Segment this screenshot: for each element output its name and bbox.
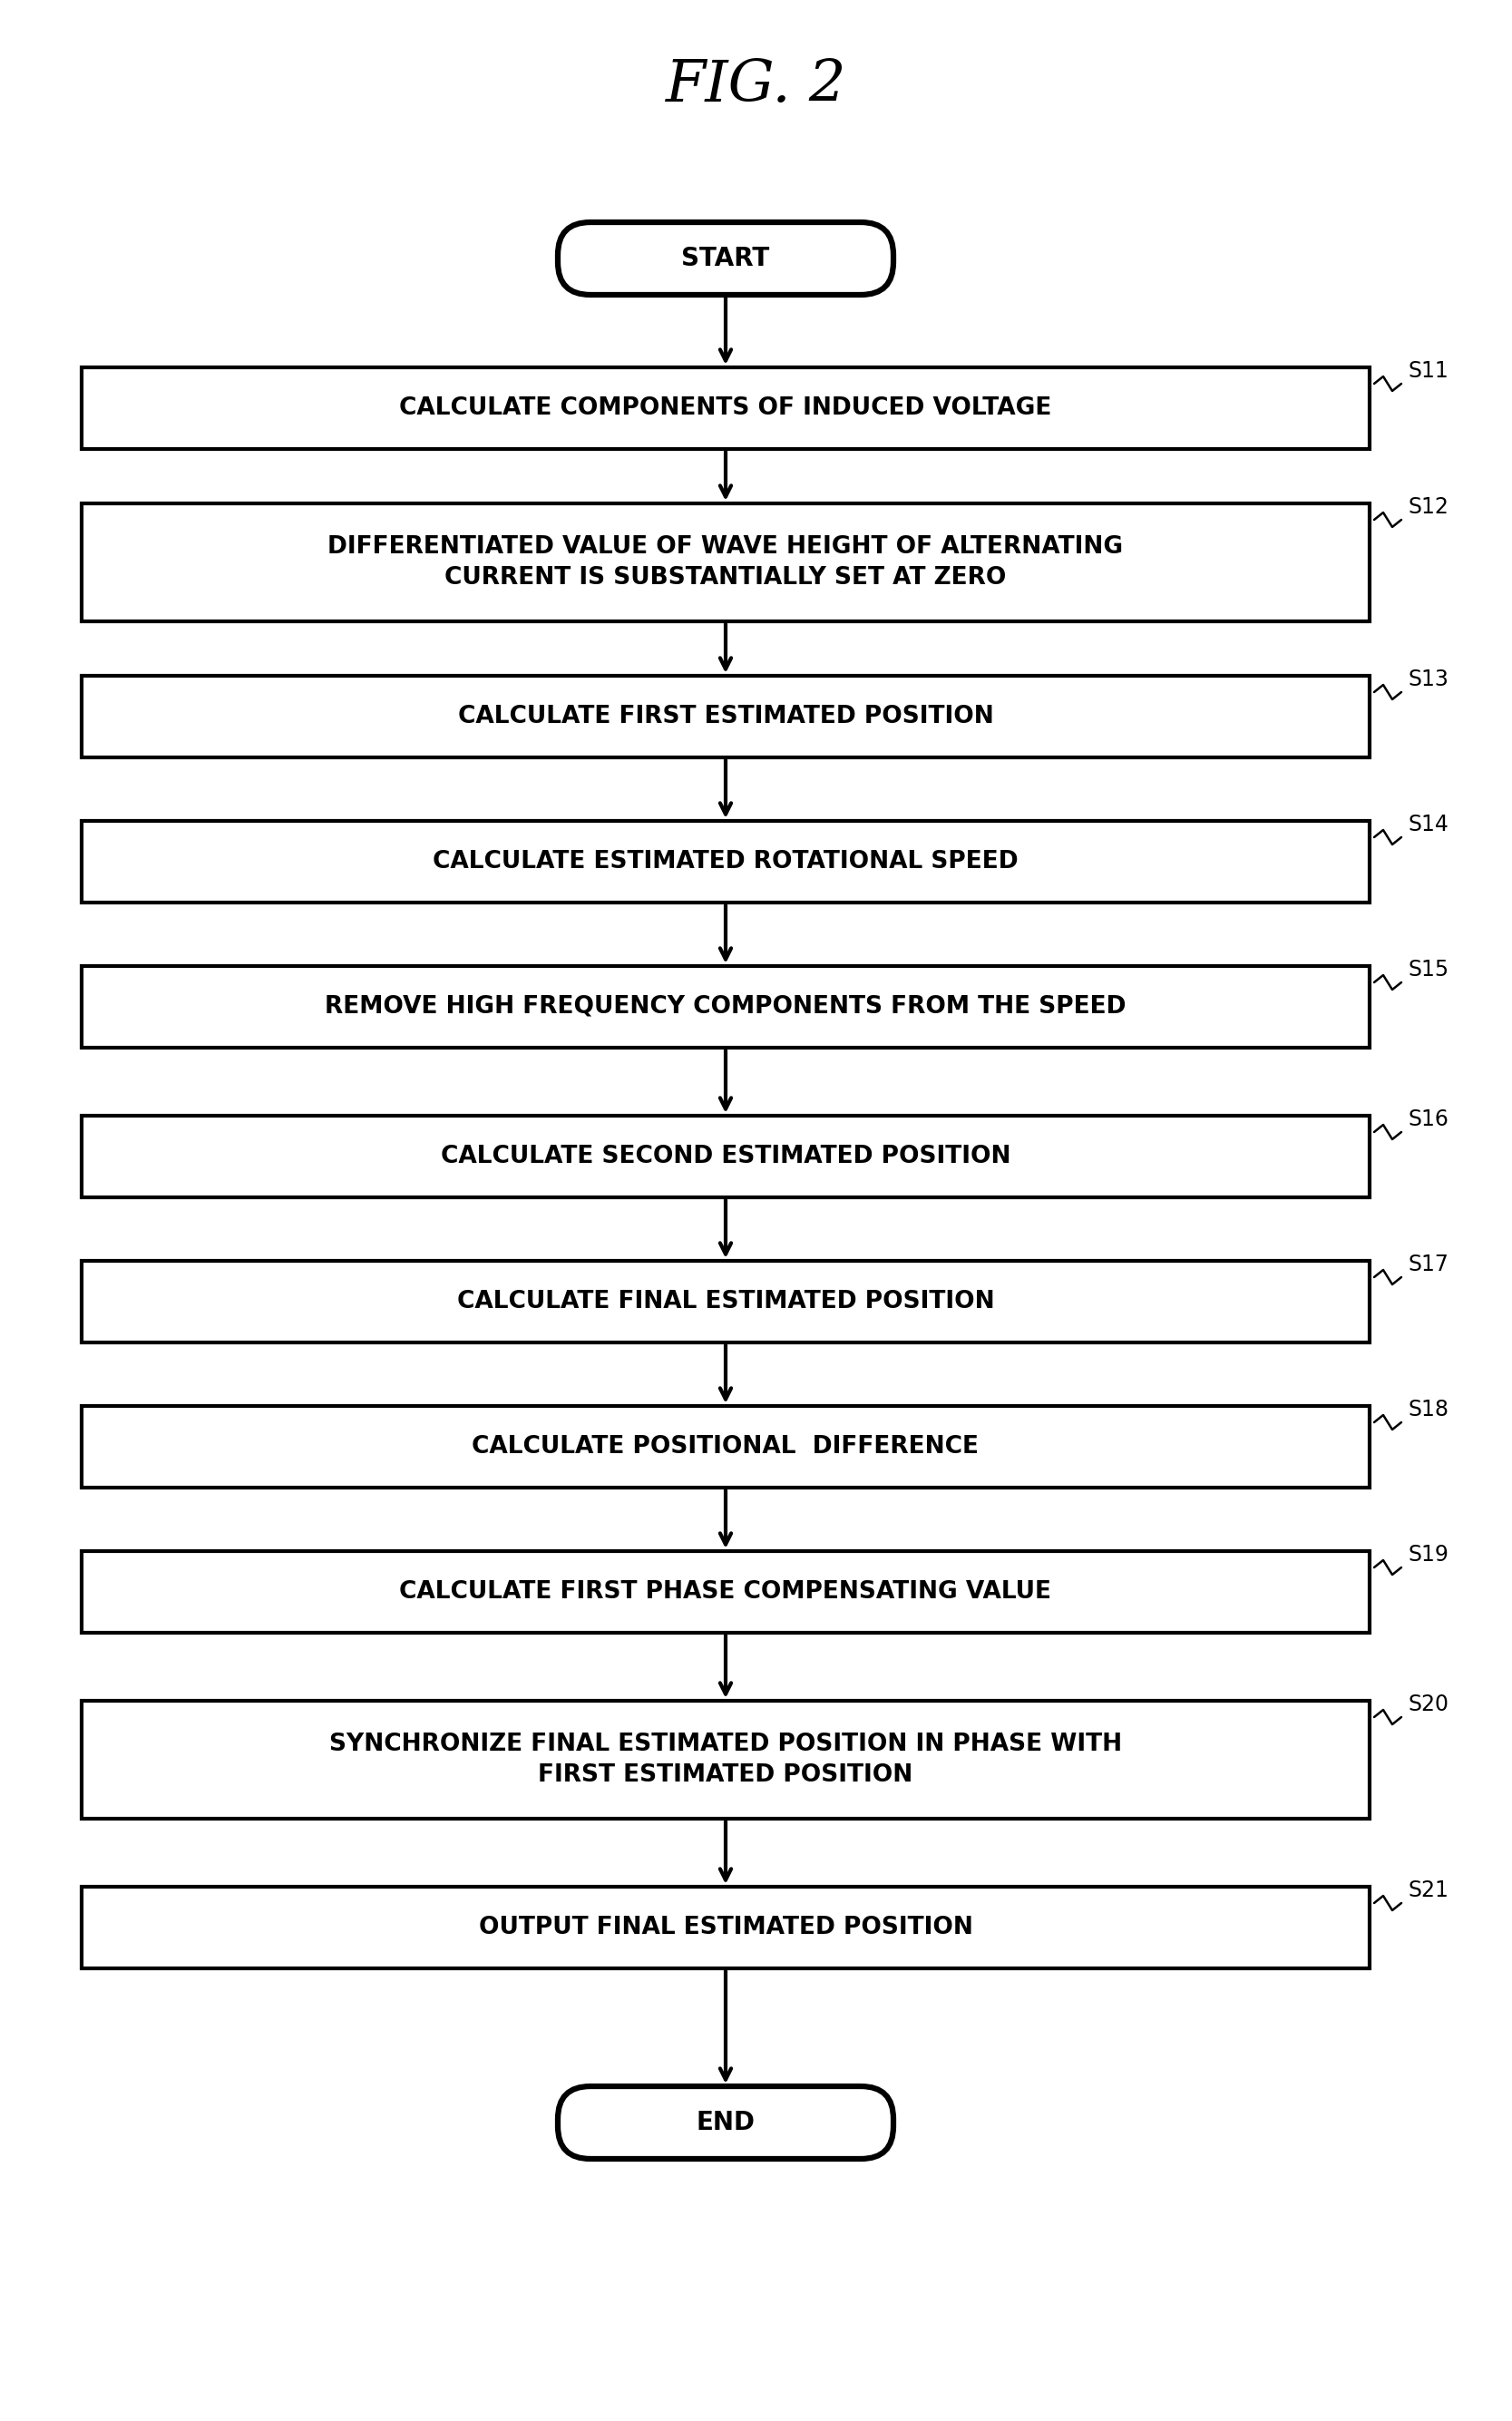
Text: S16: S16 xyxy=(1409,1109,1450,1131)
Text: S17: S17 xyxy=(1409,1254,1450,1276)
Text: S12: S12 xyxy=(1409,496,1450,518)
Text: SYNCHRONIZE FINAL ESTIMATED POSITION IN PHASE WITH
FIRST ESTIMATED POSITION: SYNCHRONIZE FINAL ESTIMATED POSITION IN … xyxy=(330,1733,1122,1787)
Text: S14: S14 xyxy=(1409,813,1450,835)
Bar xyxy=(82,504,1370,622)
Bar xyxy=(82,1407,1370,1486)
FancyBboxPatch shape xyxy=(558,2087,894,2160)
Bar xyxy=(82,675,1370,758)
Text: FIG. 2: FIG. 2 xyxy=(665,58,847,114)
Text: OUTPUT FINAL ESTIMATED POSITION: OUTPUT FINAL ESTIMATED POSITION xyxy=(478,1915,972,1939)
Bar xyxy=(82,1261,1370,1344)
Text: S13: S13 xyxy=(1409,668,1450,690)
Text: CALCULATE COMPONENTS OF INDUCED VOLTAGE: CALCULATE COMPONENTS OF INDUCED VOLTAGE xyxy=(399,397,1052,419)
Text: S11: S11 xyxy=(1409,361,1448,383)
FancyBboxPatch shape xyxy=(558,223,894,295)
Text: CALCULATE FIRST PHASE COMPENSATING VALUE: CALCULATE FIRST PHASE COMPENSATING VALUE xyxy=(399,1581,1052,1603)
Bar xyxy=(82,368,1370,448)
Text: REMOVE HIGH FREQUENCY COMPONENTS FROM THE SPEED: REMOVE HIGH FREQUENCY COMPONENTS FROM TH… xyxy=(325,995,1126,1019)
Bar xyxy=(82,821,1370,903)
Text: START: START xyxy=(682,247,770,271)
Text: S21: S21 xyxy=(1409,1879,1450,1900)
Text: DIFFERENTIATED VALUE OF WAVE HEIGHT OF ALTERNATING
CURRENT IS SUBSTANTIALLY SET : DIFFERENTIATED VALUE OF WAVE HEIGHT OF A… xyxy=(328,535,1123,591)
Text: S15: S15 xyxy=(1409,959,1450,981)
Bar xyxy=(82,1116,1370,1198)
Text: CALCULATE FIRST ESTIMATED POSITION: CALCULATE FIRST ESTIMATED POSITION xyxy=(458,705,993,729)
Text: S19: S19 xyxy=(1409,1545,1450,1566)
Text: END: END xyxy=(696,2109,754,2135)
Text: CALCULATE SECOND ESTIMATED POSITION: CALCULATE SECOND ESTIMATED POSITION xyxy=(440,1145,1010,1169)
Text: S18: S18 xyxy=(1409,1399,1450,1421)
Text: CALCULATE FINAL ESTIMATED POSITION: CALCULATE FINAL ESTIMATED POSITION xyxy=(457,1290,995,1315)
Bar xyxy=(82,966,1370,1048)
Bar xyxy=(82,1886,1370,1968)
Text: CALCULATE ESTIMATED ROTATIONAL SPEED: CALCULATE ESTIMATED ROTATIONAL SPEED xyxy=(432,850,1019,874)
Text: CALCULATE POSITIONAL  DIFFERENCE: CALCULATE POSITIONAL DIFFERENCE xyxy=(472,1436,980,1457)
Bar xyxy=(82,1552,1370,1632)
Text: S20: S20 xyxy=(1409,1695,1450,1716)
Bar xyxy=(82,1702,1370,1818)
